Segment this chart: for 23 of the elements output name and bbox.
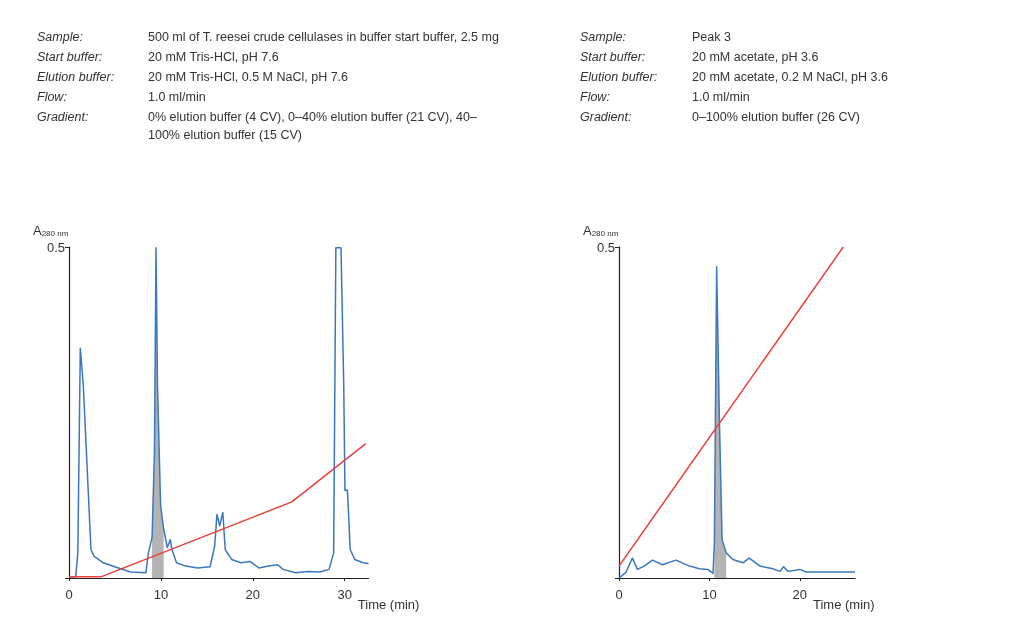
x-tick-label: 0 <box>615 587 623 602</box>
text: Sample: 500 ml of T. reesei crude cellulases in buffer start buffer, 2.5 mg <box>37 30 499 44</box>
text: Sample: Peak 3 <box>580 30 731 44</box>
text: Flow: 1.0 ml/min <box>37 90 206 104</box>
x-tick-label: 20 <box>792 587 808 602</box>
y-tick-label: 0.5 <box>46 239 65 255</box>
x-tick-label: 30 <box>337 587 352 602</box>
text: Start buffer: 20 mM acetate, pH 3.6 <box>580 50 819 64</box>
x-tick-label: 0 <box>65 587 73 602</box>
x-tick-label: 20 <box>245 587 261 602</box>
x-axis-title: Time (min) <box>357 597 420 612</box>
y-axis-title: A280 nm <box>33 222 69 238</box>
x-tick-label: 10 <box>702 587 717 602</box>
y-axis-title: A280 nm <box>583 222 619 238</box>
text: Gradient: 0–100% elution buffer (26 CV) <box>580 110 860 124</box>
y-tick-label: 0.5 <box>596 239 615 255</box>
x-tick-label: 10 <box>153 587 169 602</box>
text: Start buffer: 20 mM Tris-HCl, pH 7.6 <box>37 50 279 64</box>
text: Flow: 1.0 ml/min <box>580 90 750 104</box>
x-axis-title: Time (min) <box>812 597 875 612</box>
text: Elution buffer: 20 mM acetate, 0.2 M NaCl, pH 3.6 <box>580 70 888 84</box>
text: Gradient: 0% elution buffer (4 CV), 0–40% elution buffer (21 CV), 40–100% elution buffer (15 CV) <box>37 110 477 142</box>
text: Elution buffer: 20 mM Tris-HCl, 0.5 M NaCl, pH 7.6 <box>37 70 349 84</box>
